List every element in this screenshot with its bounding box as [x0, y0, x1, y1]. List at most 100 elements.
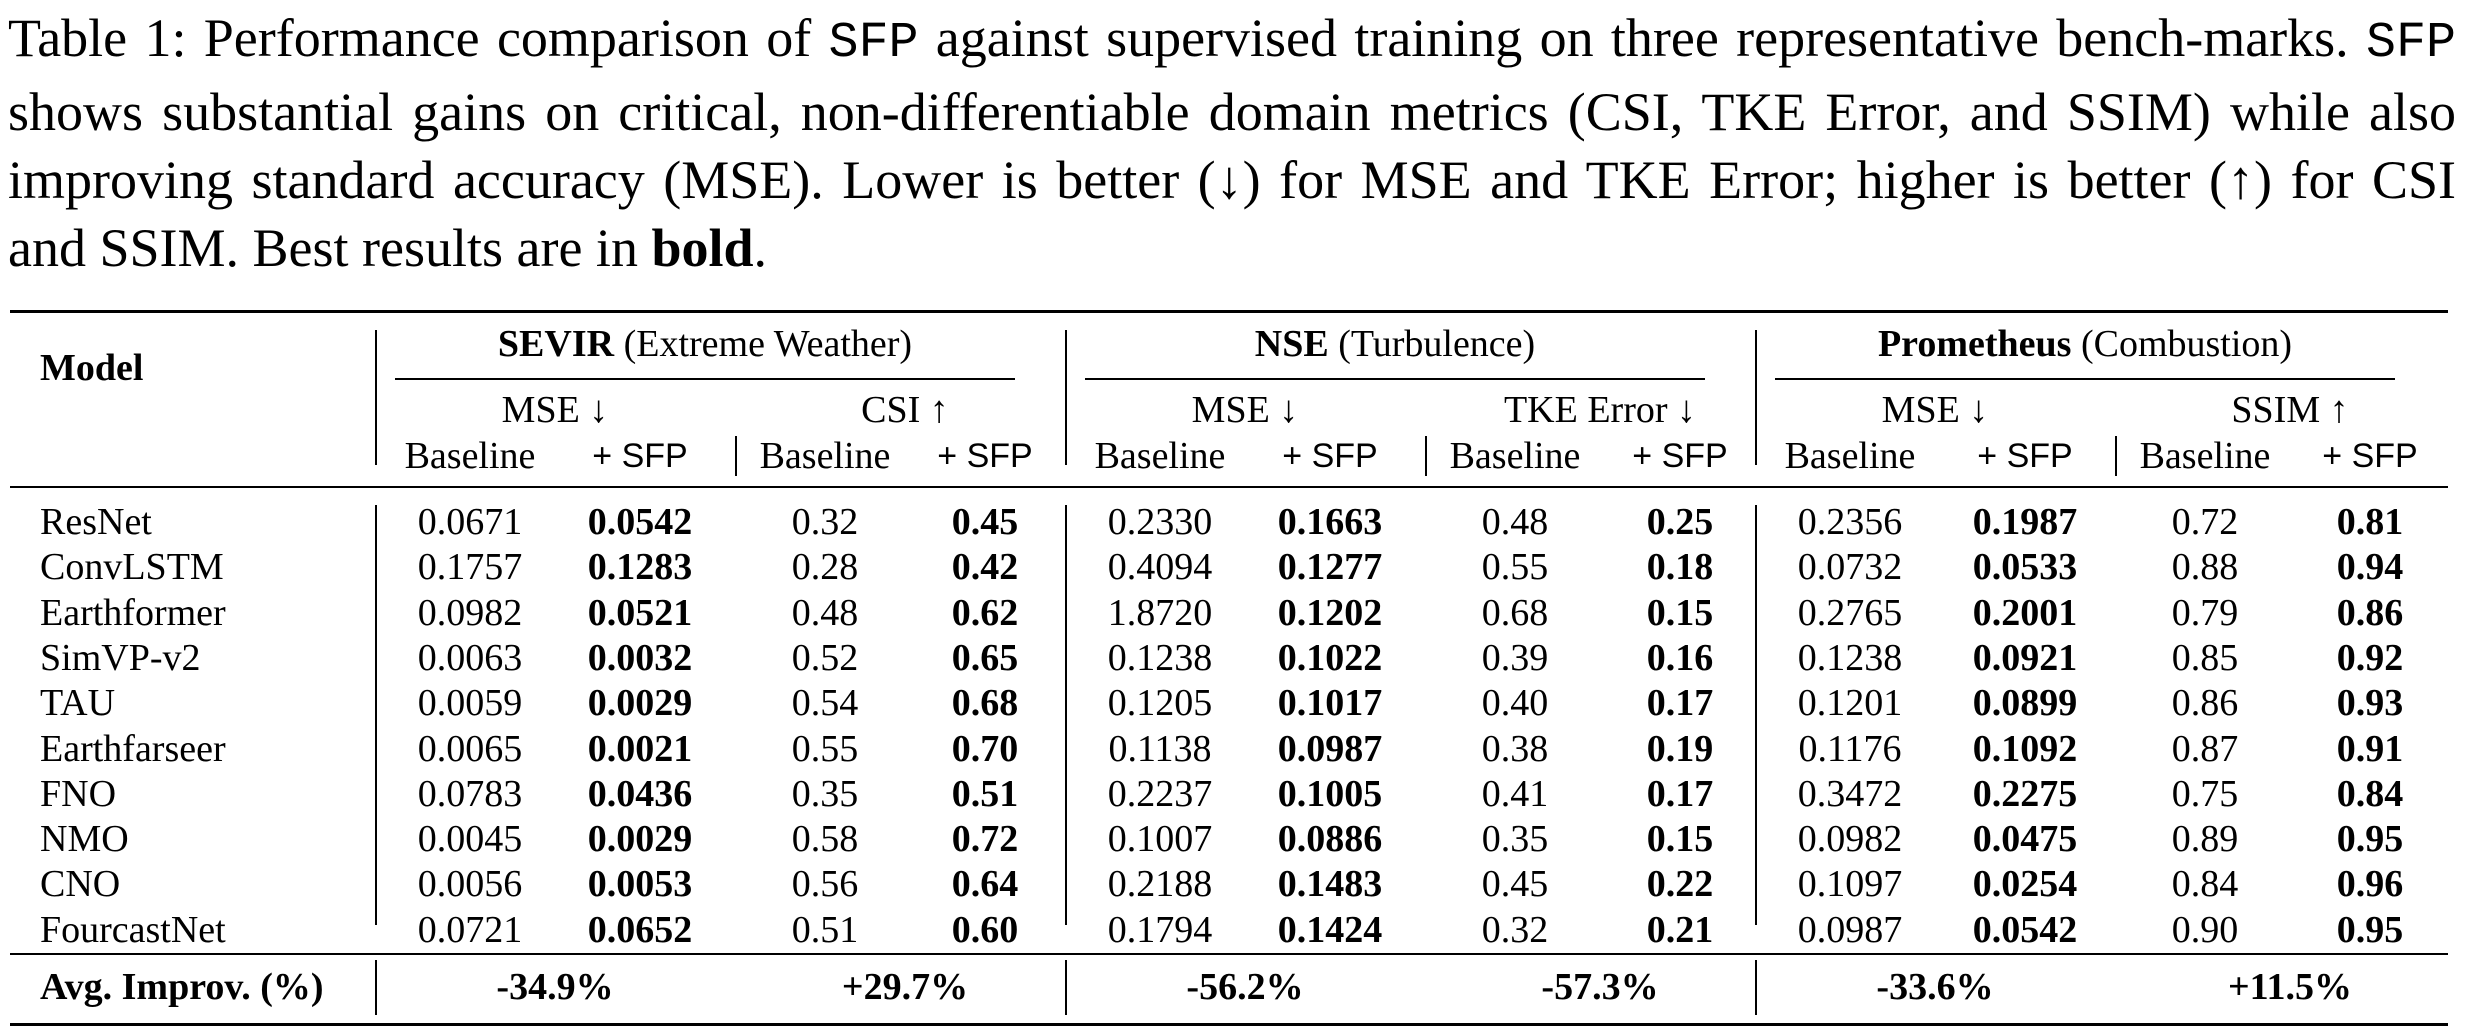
- baseline-value-cell: 0.0721: [417, 908, 523, 951]
- caption-method-2: SFP: [2365, 15, 2456, 72]
- group-header: SEVIR (Extreme Weather): [375, 322, 1035, 366]
- table-caption: Table 1: Performance comparison of SFP a…: [8, 4, 2456, 282]
- avg-rule: [10, 953, 2448, 955]
- baseline-value-cell: 0.32: [791, 501, 859, 543]
- baseline-value-cell: 0.54: [791, 682, 859, 725]
- sfp-value-cell: 0.1017: [1277, 682, 1383, 725]
- sfp-value-cell: 0.0886: [1277, 818, 1383, 861]
- sfp-value-cell: 0.0021: [587, 727, 693, 770]
- model-name: TAU: [40, 682, 116, 725]
- model-name: FourcastNet: [40, 908, 226, 951]
- sfp-subheader: + SFP: [2322, 437, 2418, 475]
- baseline-value-cell: 0.75: [2171, 772, 2239, 815]
- metric-header: CSI ↑: [861, 389, 949, 431]
- metric-header: TKE Error ↓: [1503, 389, 1697, 431]
- model-name: CNO: [40, 863, 121, 906]
- metric-separator: [735, 436, 737, 476]
- sfp-subheader: + SFP: [1977, 437, 2073, 475]
- baseline-value-cell: 0.0056: [417, 863, 523, 906]
- sfp-value-cell: 0.1022: [1277, 636, 1383, 679]
- sfp-value-cell: 0.0032: [587, 636, 693, 679]
- sfp-value-cell: 0.0475: [1972, 818, 2078, 861]
- baseline-value-cell: 0.45: [1481, 863, 1549, 906]
- sfp-value-cell: 0.0029: [587, 818, 693, 861]
- caption-bold-word: bold: [651, 218, 754, 278]
- model-name: Earthformer: [40, 591, 226, 634]
- baseline-value-cell: 0.1176: [1798, 727, 1902, 770]
- sfp-value-cell: 0.0921: [1972, 636, 2078, 679]
- baseline-subheader: Baseline: [404, 435, 536, 477]
- sfp-value-cell: 0.84: [2336, 772, 2404, 815]
- sfp-value-cell: 0.95: [2336, 908, 2404, 951]
- sfp-value-cell: 0.0521: [587, 591, 693, 634]
- baseline-value-cell: 0.2237: [1107, 772, 1213, 815]
- bottom-rule: [10, 1023, 2448, 1026]
- sfp-value-cell: 0.65: [951, 636, 1019, 679]
- baseline-value-cell: 0.1238: [1797, 636, 1903, 679]
- sfp-value-cell: 0.81: [2336, 501, 2404, 543]
- baseline-value-cell: 0.2188: [1107, 863, 1213, 906]
- metric-header: MSE ↓: [1191, 389, 1299, 431]
- metric-header: MSE ↓: [501, 389, 609, 431]
- baseline-value-cell: 0.3472: [1797, 772, 1903, 815]
- sfp-value-cell: 0.1483: [1277, 863, 1383, 906]
- baseline-value-cell: 0.1757: [417, 546, 523, 589]
- baseline-value-cell: 0.4094: [1107, 546, 1213, 589]
- metric-header: MSE ↓: [1881, 389, 1989, 431]
- sfp-value-cell: 0.64: [951, 863, 1019, 906]
- avg-value-cell: +29.7%: [841, 966, 969, 1008]
- baseline-value-cell: 0.48: [791, 591, 859, 634]
- sfp-value-cell: 0.93: [2336, 682, 2404, 725]
- baseline-value-cell: 0.89: [2171, 818, 2239, 861]
- sfp-subheader: + SFP: [1282, 437, 1378, 475]
- baseline-value-cell: 0.41: [1481, 772, 1549, 815]
- baseline-value-cell: 0.38: [1481, 727, 1549, 770]
- top-rule: [10, 310, 2448, 313]
- sfp-value-cell: 0.1005: [1277, 772, 1383, 815]
- sfp-value-cell: 0.15: [1646, 818, 1714, 861]
- sfp-value-cell: 0.19: [1646, 727, 1714, 770]
- baseline-value-cell: 0.1097: [1797, 863, 1903, 906]
- caption-end: .: [753, 218, 768, 278]
- baseline-value-cell: 0.1201: [1797, 682, 1903, 725]
- column-separator: [1065, 960, 1067, 1015]
- group-underline: [395, 378, 1015, 380]
- column-separator: [1065, 330, 1067, 465]
- group-header: NSE (Turbulence): [1065, 322, 1725, 366]
- baseline-value-cell: 0.2765: [1797, 591, 1903, 634]
- sfp-value-cell: 0.16: [1646, 636, 1714, 679]
- baseline-value-cell: 0.85: [2171, 636, 2239, 679]
- baseline-value-cell: 0.72: [2171, 501, 2239, 543]
- baseline-value-cell: 0.90: [2171, 908, 2239, 951]
- sfp-value-cell: 0.15: [1646, 591, 1714, 634]
- sfp-value-cell: 0.86: [2336, 591, 2404, 634]
- sfp-subheader: + SFP: [592, 437, 688, 475]
- baseline-value-cell: 0.51: [791, 908, 859, 951]
- sfp-value-cell: 0.0436: [587, 772, 693, 815]
- results-table: Model SEVIR (Extreme Weather) MSE ↓ CSI ↑ B…: [0, 310, 2466, 1030]
- sfp-value-cell: 0.21: [1646, 908, 1714, 951]
- model-header: Model: [40, 347, 144, 389]
- sfp-value-cell: 0.0533: [1972, 546, 2078, 589]
- baseline-value-cell: 0.55: [1481, 546, 1549, 589]
- sfp-value-cell: 0.18: [1646, 546, 1714, 589]
- avg-value-cell: -33.6%: [1876, 966, 1994, 1008]
- sfp-value-cell: 0.0899: [1972, 682, 2078, 725]
- model-name: NMO: [40, 818, 129, 861]
- sfp-value-cell: 0.2001: [1972, 591, 2078, 634]
- baseline-value-cell: 0.35: [791, 772, 859, 815]
- baseline-value-cell: 0.32: [1481, 908, 1549, 951]
- baseline-value-cell: 0.48: [1481, 501, 1549, 543]
- baseline-subheader: Baseline: [759, 435, 891, 477]
- sfp-value-cell: 0.0254: [1972, 863, 2078, 906]
- baseline-value-cell: 0.88: [2171, 546, 2239, 589]
- sfp-value-cell: 0.17: [1646, 682, 1714, 725]
- sfp-value-cell: 0.0652: [587, 908, 693, 951]
- baseline-subheader: Baseline: [1094, 435, 1226, 477]
- column-separator: [1755, 960, 1757, 1015]
- baseline-value-cell: 0.1794: [1107, 908, 1213, 951]
- column-separator: [375, 960, 377, 1015]
- baseline-value-cell: 0.86: [2171, 682, 2239, 725]
- sfp-value-cell: 0.2275: [1972, 772, 2078, 815]
- baseline-value-cell: 0.0732: [1797, 546, 1903, 589]
